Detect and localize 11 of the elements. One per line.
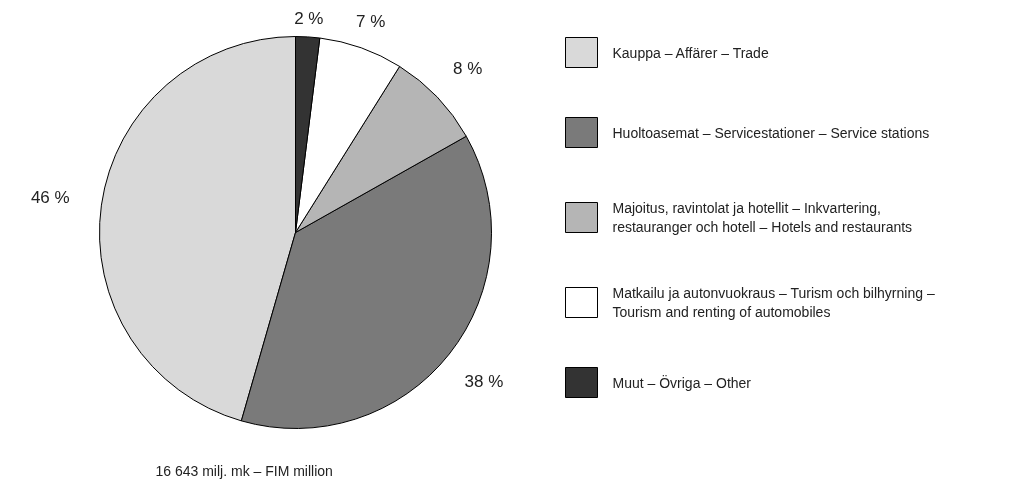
legend-label: Matkailu ja autonvuokraus – Turism och bilhyrning – Tourism and renting of automobiles bbox=[612, 284, 935, 321]
legend-label: Majoitus, ravintolat ja hotellit – Inkvartering, restauranger och hotell – Hotels and restaurants bbox=[612, 199, 913, 236]
data-label: 2 % bbox=[294, 9, 324, 29]
data-label: 46 % bbox=[30, 188, 70, 208]
data-label: 7 % bbox=[356, 11, 386, 31]
legend-label: Muut – Övriga – Other bbox=[612, 373, 752, 391]
data-label: 38 % bbox=[464, 371, 504, 391]
data-label: 8 % bbox=[453, 58, 483, 78]
text: 16 643 milj. mk – FIM million bbox=[155, 462, 333, 479]
legend-label: Huoltoasemat – Servicestationer – Service stations bbox=[612, 124, 930, 141]
legend-label: Kauppa – Affärer – Trade bbox=[612, 44, 769, 61]
